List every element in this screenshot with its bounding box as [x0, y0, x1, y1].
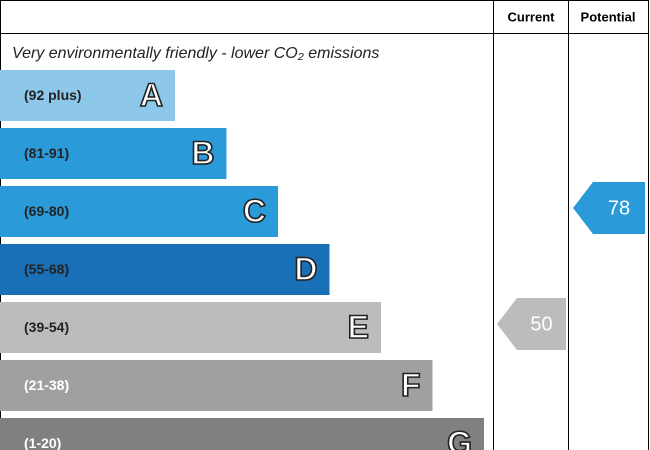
rating-value: 50	[530, 313, 552, 335]
band-range: (92 plus)	[24, 87, 82, 103]
rating-pointer	[497, 298, 566, 350]
band-range: (21-38)	[24, 377, 69, 393]
band-letter: E	[348, 309, 369, 345]
band-range: (69-80)	[24, 203, 69, 219]
band-range: (39-54)	[24, 319, 69, 335]
band-letter: B	[191, 135, 214, 171]
band-letter: D	[294, 251, 317, 287]
subtitle: Very environmentally friendly - lower CO…	[12, 45, 379, 62]
rating-band	[0, 244, 330, 295]
rating-band	[0, 128, 227, 179]
rating-band	[0, 70, 175, 121]
band-letter: C	[243, 193, 266, 229]
rating-band	[0, 418, 484, 450]
rating-value: 78	[608, 197, 630, 219]
band-letter: G	[447, 425, 472, 450]
rating-pointer	[573, 182, 645, 234]
band-letter: F	[401, 367, 421, 403]
band-letter: A	[140, 77, 163, 113]
rating-band	[0, 186, 278, 237]
column-header: Current	[508, 9, 556, 24]
band-range: (55-68)	[24, 261, 69, 277]
column-header: Potential	[581, 9, 636, 24]
band-range: (1-20)	[24, 435, 61, 450]
rating-band	[0, 360, 433, 411]
band-range: (81-91)	[24, 145, 69, 161]
rating-band	[0, 302, 381, 353]
